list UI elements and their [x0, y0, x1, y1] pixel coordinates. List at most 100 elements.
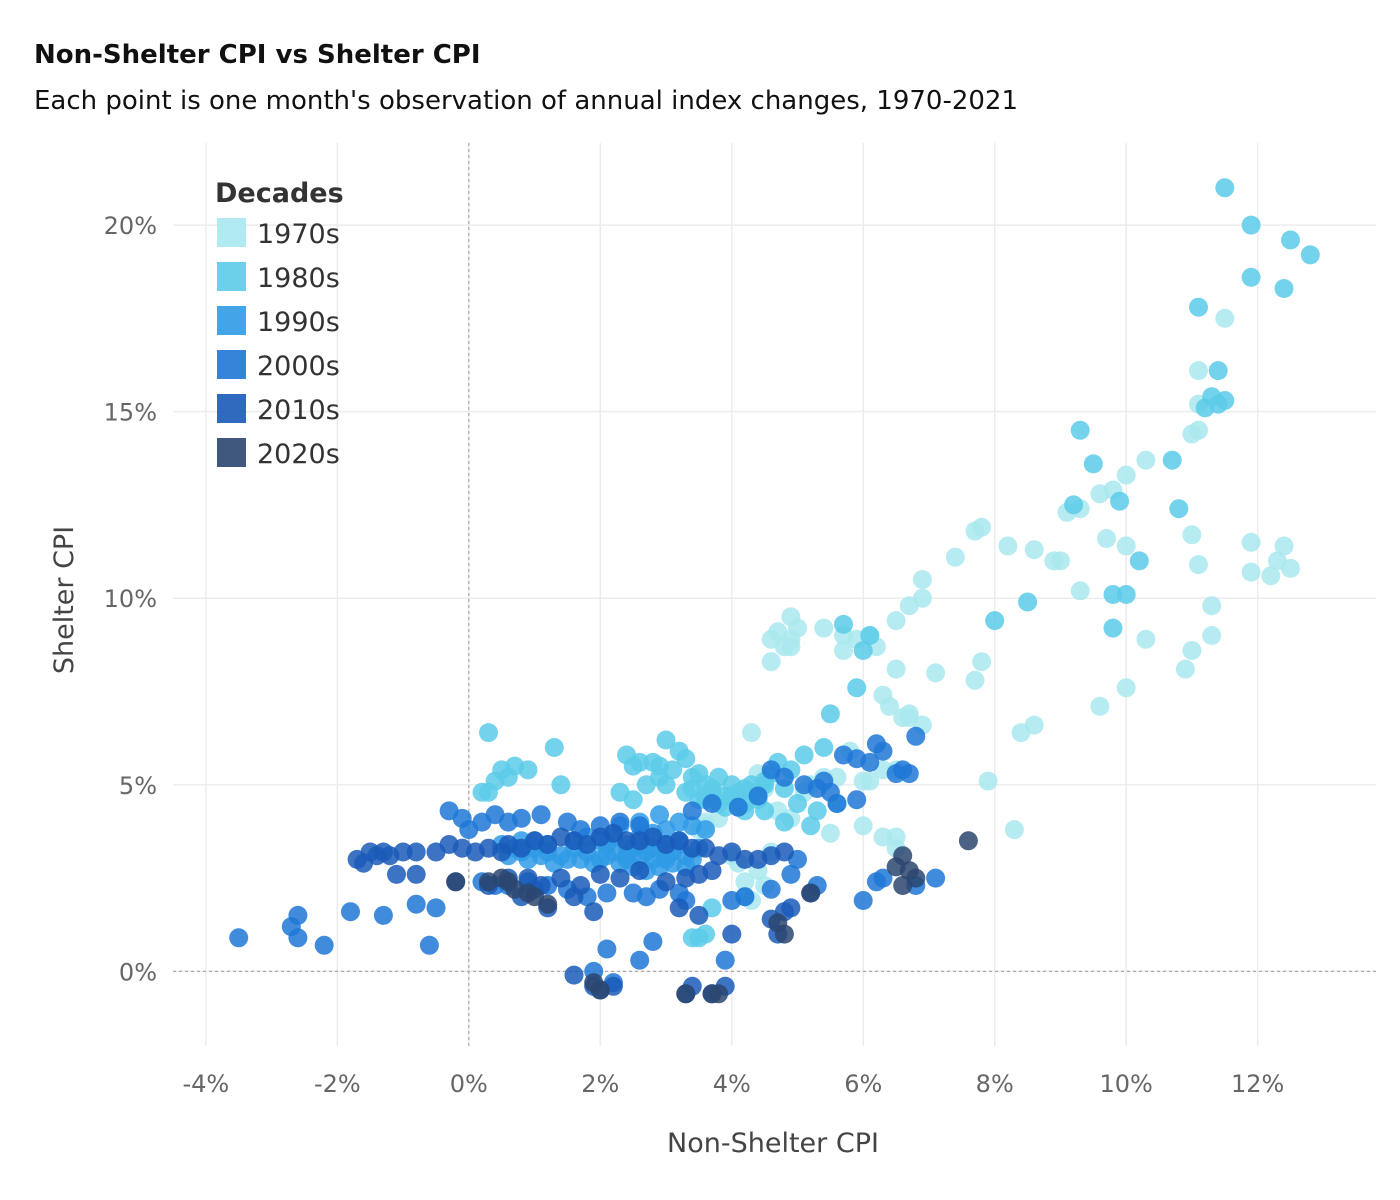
data-point	[288, 905, 308, 925]
data-point	[847, 790, 867, 810]
data-point	[781, 864, 801, 884]
data-point	[1195, 398, 1215, 418]
data-point	[1083, 454, 1103, 474]
data-point	[630, 950, 650, 970]
data-point	[774, 767, 794, 787]
data-point	[702, 794, 722, 813]
data-point	[1215, 308, 1235, 328]
data-point	[886, 611, 906, 631]
data-point	[406, 864, 426, 884]
data-points	[229, 178, 1320, 1004]
data-point	[1202, 596, 1222, 616]
data-point	[735, 849, 755, 869]
data-point	[748, 786, 768, 806]
data-point	[1044, 551, 1064, 571]
data-point	[774, 637, 794, 657]
data-point	[853, 891, 873, 910]
legend-swatch	[217, 306, 246, 335]
data-point	[945, 547, 965, 567]
data-point	[544, 738, 564, 757]
data-point	[873, 741, 893, 761]
data-point	[656, 775, 676, 795]
y-tick-label: 10%	[104, 585, 157, 613]
data-point	[1116, 465, 1136, 485]
data-point	[1300, 245, 1320, 265]
data-point	[630, 816, 650, 836]
data-point	[1261, 566, 1281, 586]
data-point	[1274, 536, 1294, 556]
chart-title: Non-Shelter CPI vs Shelter CPI	[34, 40, 481, 70]
data-point	[820, 823, 840, 843]
data-point	[419, 935, 439, 955]
data-point	[1129, 551, 1149, 571]
data-point	[873, 827, 893, 847]
data-point	[1097, 529, 1116, 548]
legend-swatch	[217, 350, 246, 379]
data-point	[1274, 279, 1294, 298]
data-point	[1110, 491, 1130, 511]
y-tick-label: 15%	[104, 399, 157, 427]
data-point	[853, 816, 873, 836]
data-point	[1182, 525, 1202, 545]
data-point	[978, 771, 998, 791]
data-point	[834, 641, 853, 660]
y-axis-ticks: 0% 5% 10% 15% 20%	[104, 212, 157, 986]
data-point	[965, 521, 985, 541]
data-point	[735, 872, 755, 892]
data-point	[834, 614, 853, 634]
chart-subtitle: Each point is one month's observation of…	[34, 86, 1019, 116]
data-point	[774, 842, 794, 862]
data-point	[847, 678, 867, 698]
data-point	[755, 801, 775, 821]
data-point	[630, 861, 650, 881]
data-point	[794, 745, 814, 765]
data-point	[551, 775, 571, 795]
x-tick-label: -4%	[183, 1070, 230, 1098]
x-tick-label: 2%	[581, 1070, 619, 1098]
x-axis-ticks: -4% -2% 0% 2% 4% 6% 8% 10% 12%	[183, 1070, 1285, 1098]
y-tick-label: 5%	[119, 772, 157, 800]
data-point	[446, 872, 466, 892]
data-point	[1136, 450, 1156, 470]
data-point	[715, 950, 735, 970]
data-point	[1090, 484, 1110, 504]
data-point	[387, 864, 406, 884]
data-point	[722, 924, 742, 944]
data-point	[479, 723, 498, 743]
data-point	[1070, 420, 1090, 440]
data-point	[288, 928, 308, 948]
data-point	[656, 730, 676, 750]
data-point	[406, 894, 426, 914]
data-point	[958, 831, 978, 851]
data-point	[623, 883, 643, 903]
data-point	[926, 868, 946, 888]
data-point	[597, 883, 617, 903]
data-point	[1103, 618, 1123, 638]
data-point	[972, 652, 992, 672]
data-point	[643, 932, 663, 951]
data-point	[860, 626, 880, 645]
data-point	[1116, 585, 1136, 604]
data-point	[886, 659, 906, 679]
legend-label: 1970s	[257, 219, 340, 250]
data-point	[1024, 715, 1044, 735]
data-point	[1189, 361, 1208, 381]
data-point	[1241, 267, 1261, 287]
data-point	[406, 842, 426, 862]
data-point	[1018, 592, 1038, 612]
data-point	[801, 816, 821, 836]
x-axis-title: Non-Shelter CPI	[667, 1128, 879, 1159]
data-point	[702, 861, 722, 881]
data-point	[1175, 659, 1195, 679]
data-point	[676, 984, 696, 1004]
zero-reference-lines	[173, 143, 1376, 1046]
data-point	[709, 767, 729, 787]
data-point	[906, 726, 926, 746]
data-point	[860, 752, 880, 772]
data-point	[965, 670, 985, 690]
y-tick-label: 20%	[104, 212, 157, 240]
series-2000s	[229, 726, 946, 993]
data-point	[912, 570, 932, 590]
data-point	[1004, 820, 1024, 840]
data-point	[801, 883, 821, 903]
